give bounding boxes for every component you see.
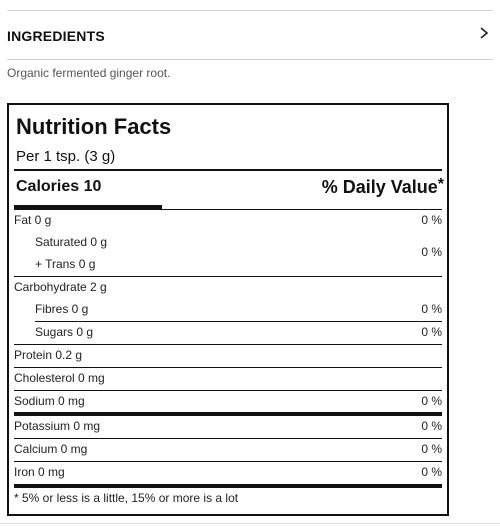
sodium-divider (14, 412, 442, 416)
calcium-label: Calcium 0 mg (14, 442, 88, 456)
row-divider (14, 344, 442, 345)
row-divider (14, 438, 442, 439)
iron-label: Iron 0 mg (14, 465, 65, 479)
fat-pct: 0 % (421, 213, 442, 227)
chevron-right-icon[interactable] (477, 26, 491, 40)
nutrient-row-trans: + Trans 0 g (14, 254, 442, 276)
saturated-label: Saturated 0 g (35, 235, 108, 249)
nutrient-row-fibres: Fibres 0 g 0 % (14, 299, 442, 321)
serving-size: Per 1 tsp. (3 g) (16, 148, 116, 165)
row-divider (14, 461, 442, 462)
top-divider (7, 10, 493, 11)
sat-trans-pct: 0 % (421, 245, 442, 259)
row-divider (14, 367, 442, 368)
bottom-divider (0, 523, 500, 524)
potassium-pct: 0 % (421, 419, 442, 433)
nutrient-row-saturated: Saturated 0 g (14, 232, 442, 254)
ingredients-accordion-header[interactable]: INGREDIENTS (7, 11, 493, 59)
protein-label: Protein 0.2 g (14, 348, 83, 362)
cholesterol-label: Cholesterol 0 mg (14, 371, 105, 385)
row-divider (14, 276, 442, 277)
nutrient-row-protein: Protein 0.2 g (14, 345, 442, 367)
nutrition-facts-title: Nutrition Facts (16, 114, 172, 139)
serving-divider (14, 169, 442, 171)
ingredients-title: INGREDIENTS (7, 28, 105, 44)
row-divider (35, 321, 442, 322)
calories-bar (14, 205, 162, 209)
ingredients-divider (7, 59, 493, 60)
nutrient-row-sodium: Sodium 0 mg 0 % (14, 391, 442, 413)
nutrient-row-carbohydrate: Carbohydrate 2 g (14, 277, 442, 299)
trans-label: + Trans 0 g (35, 257, 96, 271)
nutrient-row-cholesterol: Cholesterol 0 mg (14, 368, 442, 390)
carbohydrate-label: Carbohydrate 2 g (14, 280, 107, 294)
calories: Calories 10 (16, 178, 102, 195)
nutrient-row-sugars: Sugars 0 g 0 % (14, 322, 442, 344)
fat-label: Fat 0 g (14, 213, 52, 227)
nutrient-row-iron: Iron 0 mg 0 % (14, 462, 442, 484)
nutrient-row-potassium: Potassium 0 mg 0 % (14, 416, 442, 438)
potassium-label: Potassium 0 mg (14, 419, 101, 433)
nutrition-facts-table: Nutrition Facts Per 1 tsp. (3 g) Calorie… (7, 103, 449, 516)
iron-pct: 0 % (421, 465, 442, 479)
calories-divider (14, 209, 442, 210)
sugars-pct: 0 % (421, 325, 442, 339)
nutrient-row-fat: Fat 0 g 0 % (14, 210, 442, 232)
ingredients-text: Organic fermented ginger root. (7, 66, 171, 80)
sodium-pct: 0 % (421, 394, 442, 408)
nutrient-row-calcium: Calcium 0 mg 0 % (14, 439, 442, 461)
sodium-label: Sodium 0 mg (14, 394, 85, 408)
footnote-divider (14, 484, 442, 488)
calcium-pct: 0 % (421, 442, 442, 456)
fibres-pct: 0 % (421, 302, 442, 316)
footnote: * 5% or less is a little, 15% or more is… (14, 491, 239, 505)
fibres-label: Fibres 0 g (35, 302, 89, 316)
row-divider (14, 390, 442, 391)
daily-value-header: % Daily Value* (321, 176, 444, 197)
sugars-label: Sugars 0 g (35, 325, 94, 339)
